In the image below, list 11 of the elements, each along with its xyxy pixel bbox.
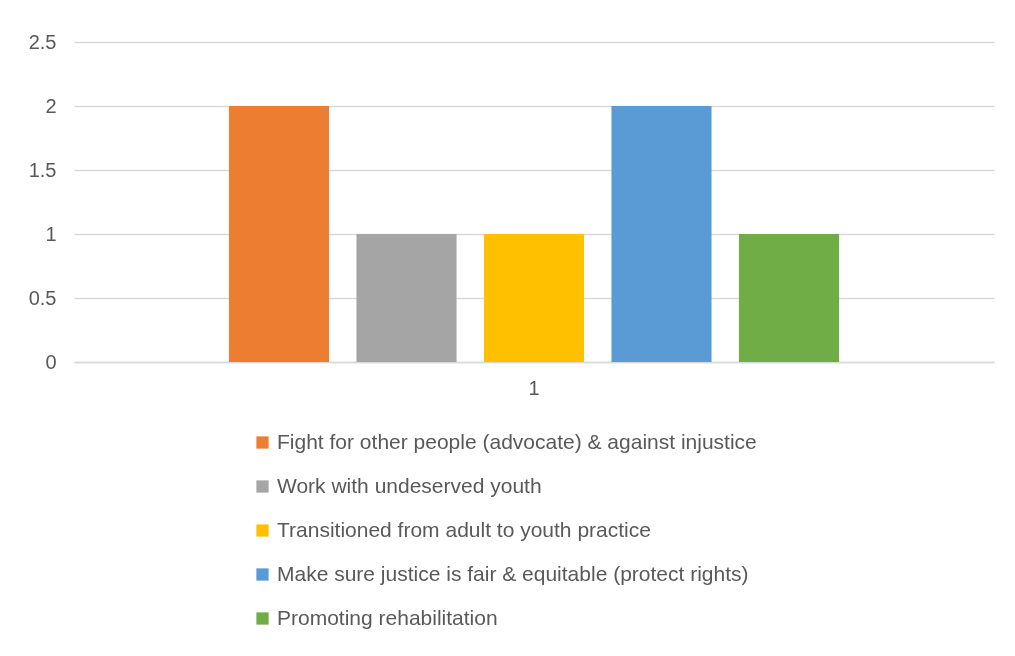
y-tick-label: 0 — [45, 350, 57, 373]
legend-label: Work with undeserved youth — [277, 473, 542, 497]
y-tick-label: 1 — [45, 222, 57, 245]
y-tick-label: 0.5 — [28, 286, 57, 309]
legend-label: Fight for other people (advocate) & against injustice — [277, 429, 757, 453]
y-tick-label: 2.5 — [28, 30, 57, 53]
y-tick-label: 1.5 — [28, 158, 57, 181]
legend-label: Transitioned from adult to youth practice — [277, 517, 651, 541]
legend-label: Make sure justice is fair & equitable (protect rights) — [277, 561, 749, 585]
legend-label: Promoting rehabilitation — [277, 605, 498, 629]
y-tick-label: 2 — [45, 94, 57, 117]
